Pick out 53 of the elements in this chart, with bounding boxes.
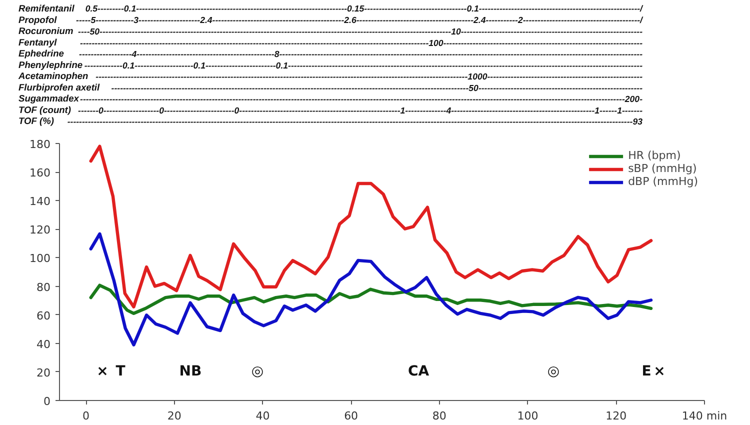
x-tick-label: 80: [432, 410, 446, 422]
text: Ephedrine: [18, 48, 64, 58]
text: ------------------4-----------------------------------------------8----------------------------------------------------------------------------------------------------------------------------: [79, 49, 643, 59]
legend-label: HR (bpm): [628, 149, 681, 162]
text: --------------------------------------------------------------------------------------------------------------------------50--------------------------------------------------------: [111, 82, 643, 93]
annotation: E: [642, 364, 652, 380]
y-tick-label: 180: [30, 138, 51, 151]
text: Sugammadex: [18, 94, 80, 104]
x-tick-label: 60: [344, 410, 358, 422]
text: TOF (%): [18, 116, 54, 126]
text: Phenylephrine: [18, 60, 83, 70]
x-tick-label: 100: [517, 410, 538, 422]
text: Propofol: [18, 14, 58, 25]
y-tick-label: 160: [30, 166, 51, 180]
annotation: CA: [408, 364, 430, 380]
text: -------------0.1--------------------0.1------------------------0.1-------------------------------------------------------------------------------------------------------------------------: [84, 60, 643, 70]
text: TOF (count): [18, 104, 71, 115]
y-tick-label: 140: [30, 195, 51, 208]
annotation: ◎: [251, 364, 264, 380]
text: -----5-------------3---------------------2.4---------------------------------------------2.6----------------------------------------2.4-----------2----------------------------------------/: [76, 14, 644, 25]
y-tick-label: 120: [30, 224, 51, 237]
text: Acetaminophen: [18, 71, 89, 81]
legend-label: dBP (mmHg): [628, 175, 698, 188]
x-tick-label: 20: [167, 410, 182, 422]
legend-label: sBP (mmHg): [628, 162, 697, 175]
y-tick-label: 100: [30, 252, 51, 266]
text: -------0-------------------0------------------------0-------------------------------------------------------1--------------4-------------------------------------------------1------1-------: [78, 105, 643, 116]
y-tick-label: 60: [36, 309, 51, 322]
x-tick-label: 40: [256, 410, 270, 422]
y-tick-label: 80: [36, 280, 51, 294]
text: Flurbiprofen axetil: [18, 82, 100, 92]
y-tick-label: 0: [44, 395, 50, 408]
line-series: [89, 284, 653, 316]
text: -------------------------------------------------------------------------------------------------------------------------------------------------------------------------------------------------93: [67, 116, 643, 126]
text: ------------------------------------------------------------------------------------------------------------------------------------------------------------------------------------------200-: [80, 94, 643, 104]
text: 0.5---------0.1------------------------------------------------------------------------0.15-----------------------------------0.1-------------------------------------------------------/: [85, 4, 644, 14]
text: Fentanyl: [18, 37, 58, 48]
line-series: [89, 232, 653, 346]
text: -------------------------------------------------------------------------------------------------------------------------------1000-----------------------------------------------------: [96, 72, 643, 82]
y-tick-label: 20: [36, 366, 51, 380]
text: Remifentanil: [18, 4, 75, 14]
text: -----------------------------------------------------------------------------------------------------------------------100--------------------------------------------------------------------: [80, 38, 643, 48]
text: ----50------------------------------------------------------------------------------------------------------------------------10--------------------------------------------------------------: [78, 26, 643, 36]
annotation: ×: [96, 364, 108, 380]
x-tick-label: 0: [82, 410, 90, 422]
annotation: T: [116, 364, 126, 380]
text: Rocuronium: [18, 26, 74, 36]
annotation: NB: [179, 364, 202, 380]
x-tick-label: 140 min: [682, 410, 728, 422]
y-tick-label: 40: [36, 338, 51, 351]
x-tick-label: 120: [606, 410, 627, 422]
annotation: ◎: [547, 364, 560, 380]
annotation: ×: [654, 364, 666, 380]
